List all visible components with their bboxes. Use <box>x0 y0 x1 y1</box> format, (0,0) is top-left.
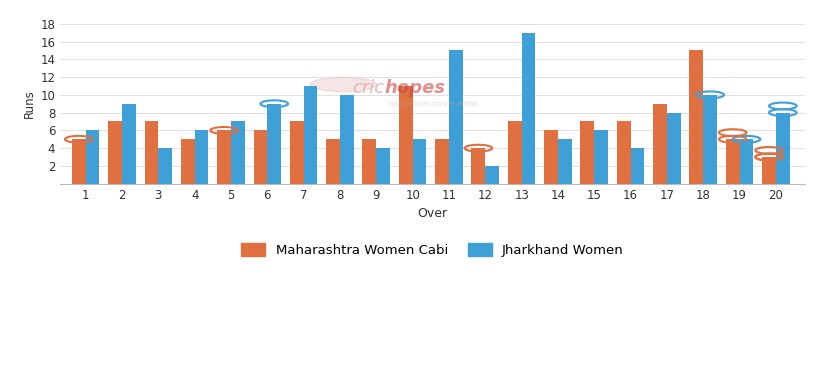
Bar <box>158 148 172 184</box>
Bar <box>72 139 85 184</box>
Legend: Maharashtra Women Cabi, Jharkhand Women: Maharashtra Women Cabi, Jharkhand Women <box>241 243 623 257</box>
Bar <box>181 139 194 184</box>
Bar <box>435 139 449 184</box>
Bar <box>340 95 353 184</box>
Bar <box>725 139 739 184</box>
Bar <box>703 95 716 184</box>
Text: cric: cric <box>351 79 384 97</box>
Bar <box>253 131 267 184</box>
Text: hopes: hopes <box>384 79 445 97</box>
Bar <box>580 122 594 184</box>
Bar <box>376 148 390 184</box>
Bar <box>557 139 571 184</box>
Bar <box>653 104 666 184</box>
Bar <box>544 131 557 184</box>
Bar <box>85 131 99 184</box>
Bar <box>775 113 789 184</box>
Bar <box>122 104 136 184</box>
Bar <box>739 139 753 184</box>
Bar <box>326 139 340 184</box>
Bar <box>471 148 485 184</box>
Bar <box>267 104 281 184</box>
Bar <box>194 131 208 184</box>
Bar <box>303 86 317 184</box>
Bar <box>398 86 412 184</box>
X-axis label: Over: Over <box>417 207 447 220</box>
Bar <box>630 148 644 184</box>
Bar <box>217 131 231 184</box>
Bar <box>507 122 521 184</box>
Bar <box>108 122 122 184</box>
Bar <box>594 131 608 184</box>
Bar <box>144 122 158 184</box>
Bar <box>761 157 775 184</box>
Bar <box>231 122 245 184</box>
Bar <box>289 122 303 184</box>
Circle shape <box>310 77 376 92</box>
Text: Your cricket cricket portal: Your cricket cricket portal <box>387 101 477 107</box>
Bar <box>362 139 376 184</box>
Bar <box>412 139 426 184</box>
Bar <box>666 113 680 184</box>
Bar <box>616 122 630 184</box>
Y-axis label: Runs: Runs <box>23 90 36 118</box>
Bar <box>449 50 462 184</box>
Bar <box>485 166 499 184</box>
Bar <box>689 50 703 184</box>
Bar <box>521 32 535 184</box>
